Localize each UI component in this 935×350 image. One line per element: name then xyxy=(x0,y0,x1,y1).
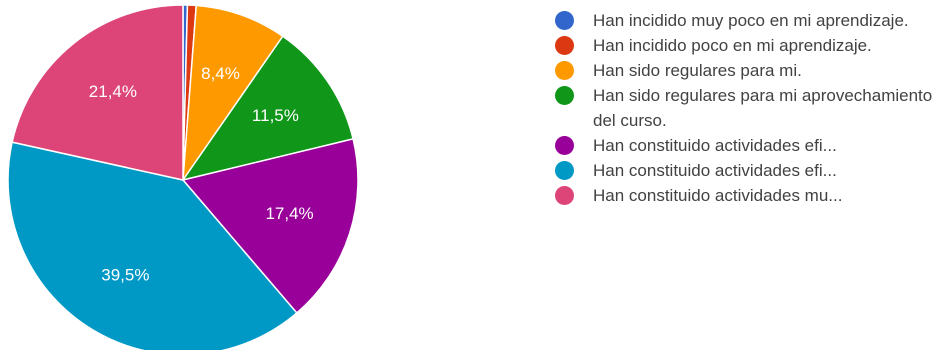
legend-item-regulares[interactable]: Han sido regulares para mi. xyxy=(555,58,933,83)
legend-label: Han constituido actividades efi... xyxy=(593,161,837,180)
legend-marker xyxy=(555,11,574,30)
legend-label: Han constituido actividades efi... xyxy=(593,136,837,155)
pie-slice-label: 8,4% xyxy=(201,64,240,83)
pie-slice-labels: 8,4% 11,5% 17,4% 39,5% 21,4% xyxy=(89,64,314,285)
pie-slice-label: 21,4% xyxy=(89,82,137,101)
pie-slices xyxy=(7,4,359,350)
legend-item-muy[interactable]: Han constituido actividades mu... xyxy=(555,183,933,208)
legend-marker xyxy=(555,186,574,205)
legend: Han incidido muy poco en mi aprendizaje.… xyxy=(555,8,933,208)
legend-marker xyxy=(555,36,574,55)
pie-slice[interactable] xyxy=(11,4,184,181)
pie-slice[interactable] xyxy=(181,137,359,315)
legend-label: Han constituido actividades mu... xyxy=(593,186,843,205)
legend-label: Han sido regulares para mi aprovechamien… xyxy=(593,86,933,130)
pie-chart: 8,4% 11,5% 17,4% 39,5% 21,4% xyxy=(7,4,359,350)
legend-item-eficaces-1[interactable]: Han constituido actividades efi... xyxy=(555,133,933,158)
pie-slice-label: 39,5% xyxy=(101,266,149,285)
legend-marker xyxy=(555,86,574,105)
pie-slice-label: 11,5% xyxy=(252,106,299,125)
legend-label: Han sido regulares para mi. xyxy=(593,61,802,80)
pie-slice[interactable] xyxy=(7,141,298,350)
pie-slice[interactable] xyxy=(181,35,355,182)
pie-slice[interactable] xyxy=(182,4,284,183)
legend-label: Han incidido poco en mi aprendizaje. xyxy=(593,36,872,55)
legend-marker xyxy=(555,136,574,155)
legend-label: Han incidido muy poco en mi aprendizaje. xyxy=(593,11,909,30)
legend-item-poco[interactable]: Han incidido poco en mi aprendizaje. xyxy=(555,33,933,58)
pie-slice-label: 17,4% xyxy=(265,204,313,223)
legend-item-eficaces-2[interactable]: Han constituido actividades efi... xyxy=(555,158,933,183)
legend-item-regulares-aprovechamiento[interactable]: Han sido regulares para mi aprovechamien… xyxy=(555,83,933,133)
legend-marker xyxy=(555,61,574,80)
legend-item-muy-poco[interactable]: Han incidido muy poco en mi aprendizaje. xyxy=(555,8,933,33)
legend-marker xyxy=(555,161,574,180)
